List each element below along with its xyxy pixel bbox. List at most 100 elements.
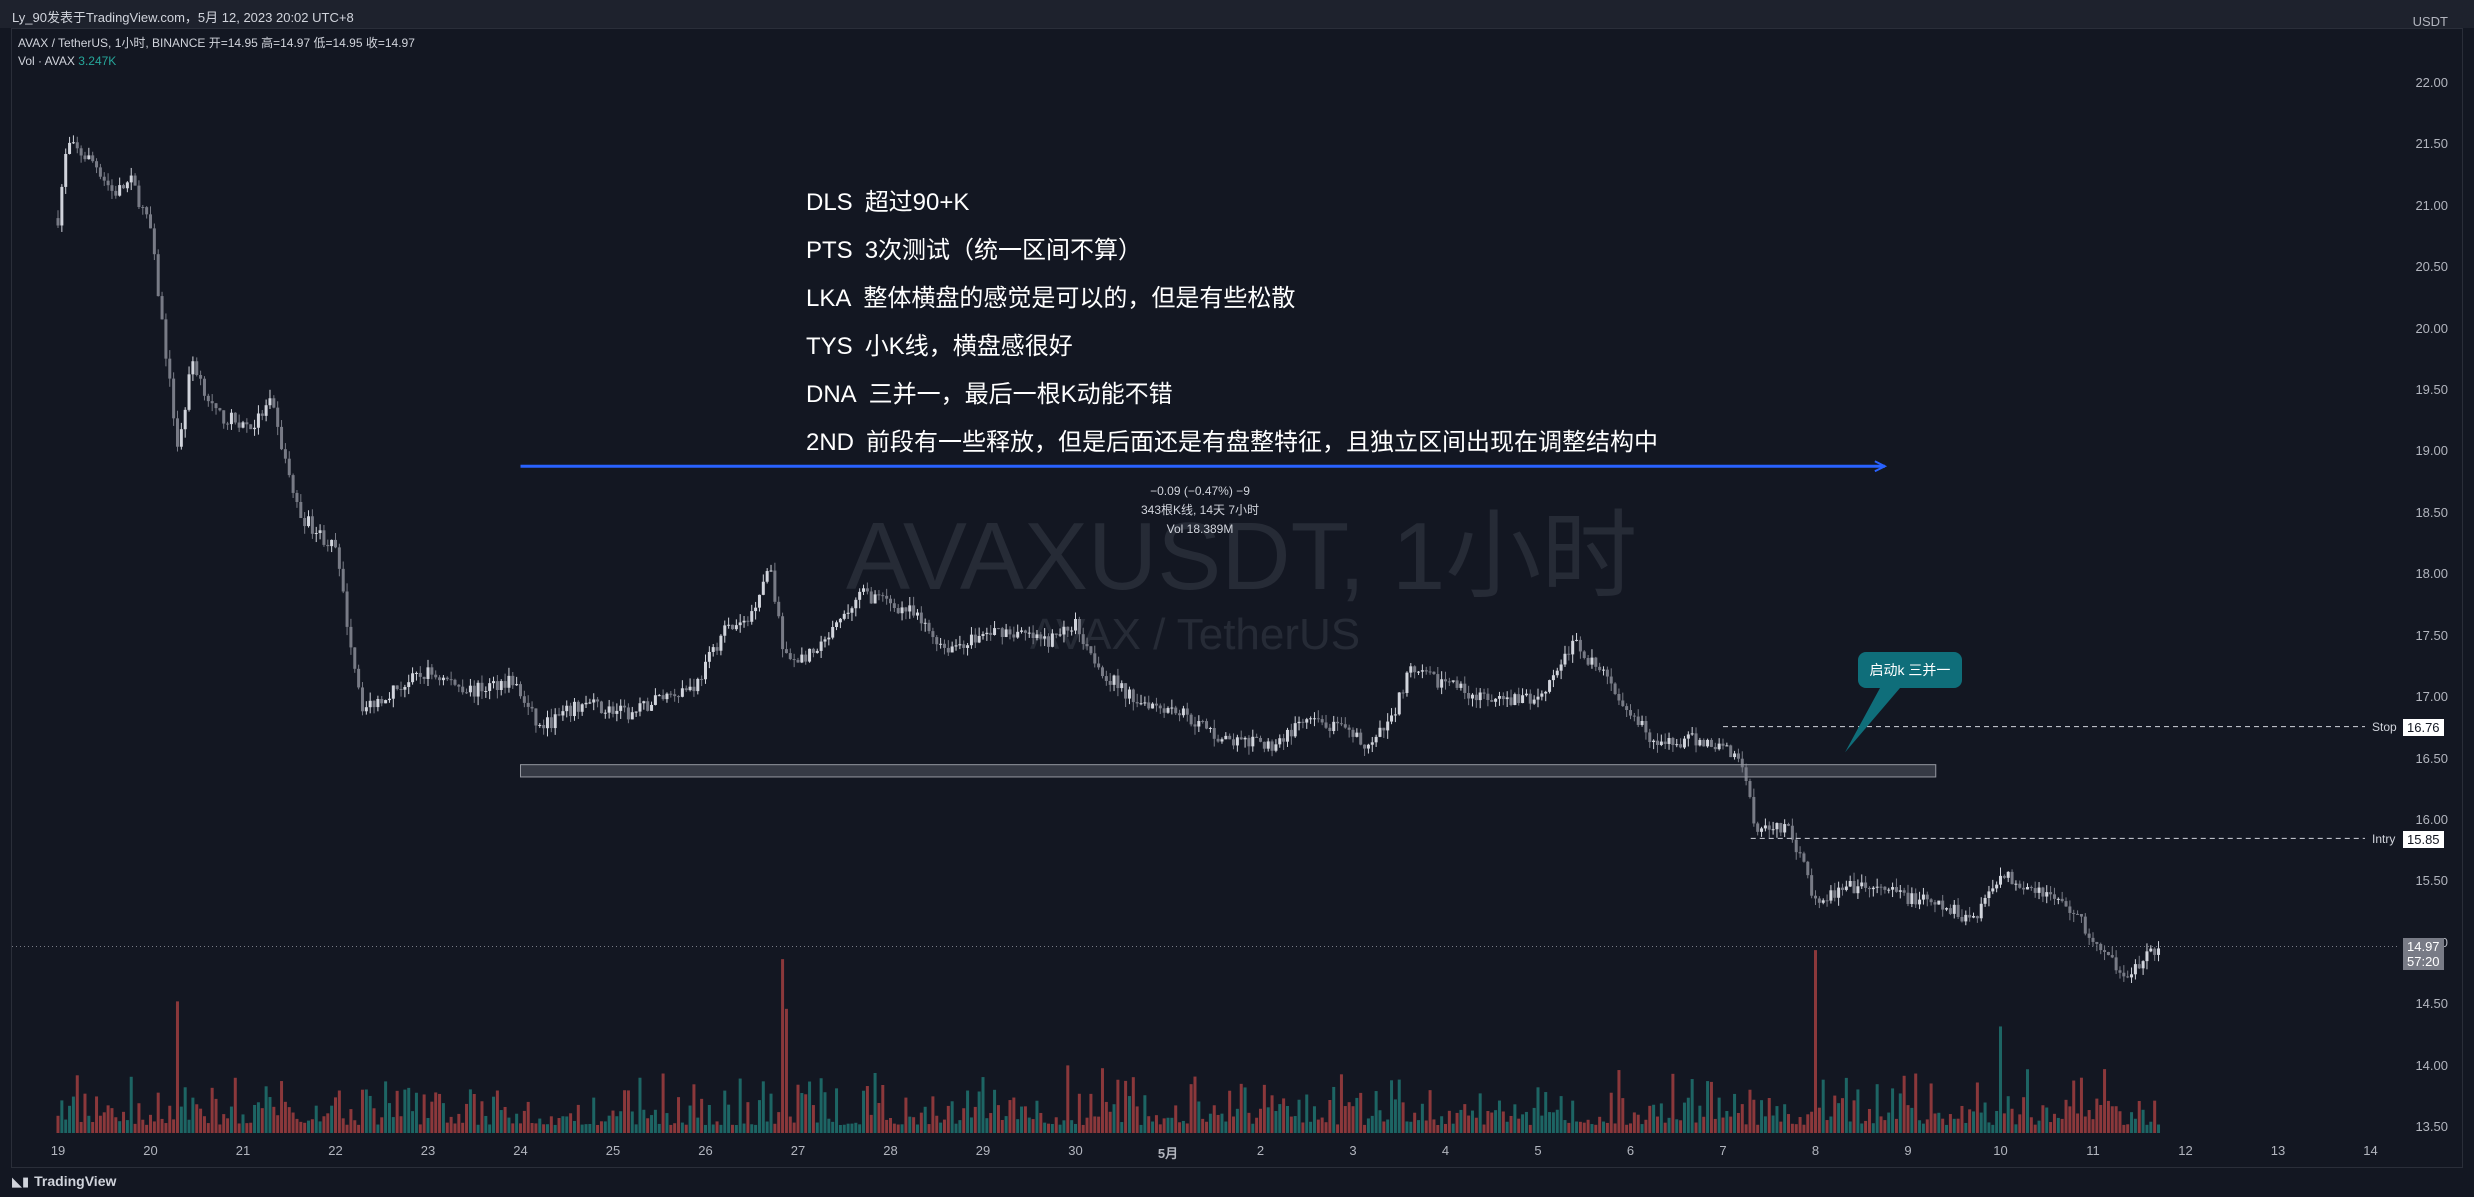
- candle-body: [707, 651, 711, 662]
- symbol-legend-row[interactable]: AVAX / TetherUS, 1小时, BINANCE 开=14.95 高=…: [18, 34, 415, 52]
- candle-body: [854, 599, 858, 609]
- volume-bar: [1999, 1026, 2002, 1133]
- volume-bar: [950, 1101, 954, 1133]
- measure-tooltip: −0.09 (−0.47%) −9 343根K线, 14天 7小时 Vol 18…: [1120, 482, 1280, 539]
- candle-body: [245, 422, 249, 425]
- volume-bar: [2087, 1110, 2091, 1133]
- volume-bar: [1232, 1116, 1236, 1133]
- candle-body: [1548, 680, 1552, 692]
- x-tick-label: 2: [1256, 1143, 1265, 1158]
- volume-bar: [75, 1075, 79, 1133]
- volume-bar: [461, 1122, 465, 1133]
- candle-body: [1016, 631, 1020, 638]
- volume-bar: [1363, 1124, 1367, 1133]
- candle-body: [692, 686, 696, 692]
- candle-body: [2095, 941, 2099, 944]
- volume-bar: [1027, 1117, 1031, 1133]
- candle-body: [87, 155, 91, 160]
- volume-bar: [322, 1116, 326, 1133]
- candle-body: [788, 653, 792, 660]
- candle-body: [1632, 715, 1636, 717]
- volume-bar: [499, 1110, 503, 1133]
- candle-body: [1031, 632, 1035, 639]
- candle-body: [1405, 672, 1409, 693]
- volume-bar: [1852, 1100, 1856, 1133]
- candle-body: [942, 643, 946, 648]
- volume-bar: [1008, 1100, 1012, 1133]
- candle-body: [1613, 683, 1617, 694]
- candle-body: [915, 612, 919, 616]
- candle-body: [526, 702, 530, 707]
- y-tick-label: 19.50: [2415, 382, 2448, 398]
- volume-bar: [1216, 1114, 1220, 1133]
- volume-bar: [545, 1124, 549, 1133]
- candle-body: [1382, 727, 1386, 731]
- volume-bar: [1578, 1121, 1582, 1133]
- volume-bar: [838, 1124, 842, 1133]
- symbol-watermark-sub: AVAX / TetherUS: [1030, 610, 1361, 659]
- candle-body: [226, 423, 230, 425]
- launch-callout[interactable]: 启动k 三并一: [1858, 652, 1962, 688]
- volume-bar: [1494, 1110, 1498, 1133]
- volume-bar: [889, 1117, 892, 1133]
- volume-bar: [214, 1098, 218, 1133]
- volume-bar: [1097, 1116, 1101, 1133]
- candle-body: [441, 677, 445, 681]
- candle-body: [973, 634, 977, 643]
- candle-body: [183, 409, 187, 430]
- candle-body: [260, 413, 264, 416]
- volume-bar: [1081, 1124, 1085, 1133]
- volume-bar: [1775, 1106, 1779, 1133]
- candle-body: [1324, 722, 1328, 728]
- volume-bar: [1474, 1117, 1478, 1133]
- volume-bar: [1309, 1121, 1313, 1133]
- note-dls: DLS 超过90+K: [806, 189, 970, 216]
- volume-bar: [1663, 1122, 1667, 1133]
- volume-bar: [303, 1122, 307, 1133]
- candle-body: [1871, 887, 1875, 890]
- candle-body: [1864, 882, 1868, 888]
- volume-bar: [1208, 1113, 1212, 1133]
- candle-body: [1690, 733, 1694, 735]
- x-tick-label: 9: [1904, 1143, 1912, 1158]
- volume-bar: [1956, 1118, 1960, 1133]
- volume-bar: [1945, 1124, 1949, 1133]
- chart-frame: [11, 28, 2463, 1168]
- volume-bar: [1151, 1121, 1155, 1133]
- volume-bar: [175, 1001, 179, 1133]
- volume-bar: [187, 1119, 191, 1133]
- candle-body: [1590, 657, 1594, 665]
- volume-bar: [1409, 1121, 1413, 1133]
- x-tick-label: 29: [975, 1143, 991, 1158]
- volume-bar: [935, 1115, 939, 1133]
- volume-bar: [846, 1123, 850, 1133]
- volume-bar: [719, 1124, 723, 1133]
- candle-body: [1212, 727, 1216, 739]
- volume-bar: [642, 1109, 646, 1133]
- candle-body: [1717, 743, 1721, 750]
- candle-body: [1983, 898, 1987, 904]
- candle-body: [862, 588, 866, 592]
- candle-body: [877, 594, 881, 596]
- x-tick-label: 10: [1993, 1143, 2008, 1158]
- volume-bar: [376, 1124, 380, 1133]
- volume-bar: [210, 1087, 214, 1133]
- candle-body: [357, 668, 361, 688]
- candle-body: [1733, 753, 1737, 758]
- candle-body: [264, 405, 268, 416]
- volume-bar: [79, 1121, 83, 1133]
- candle-body: [199, 375, 203, 379]
- volume-bar: [912, 1117, 916, 1133]
- candle-body: [1497, 696, 1501, 699]
- candle-body: [996, 628, 1000, 630]
- candle-body: [522, 696, 526, 703]
- volume-legend-row[interactable]: Vol · AVAX 3.247K: [18, 52, 415, 70]
- candle-body: [353, 647, 357, 669]
- volume-bar: [1975, 1082, 1979, 1133]
- candle-body: [962, 644, 966, 648]
- volume-bar: [1312, 1106, 1316, 1133]
- tradingview-logo[interactable]: ◣▮ TradingView: [12, 1173, 117, 1189]
- volume-bar: [1285, 1106, 1289, 1133]
- volume-bar: [2149, 1121, 2153, 1133]
